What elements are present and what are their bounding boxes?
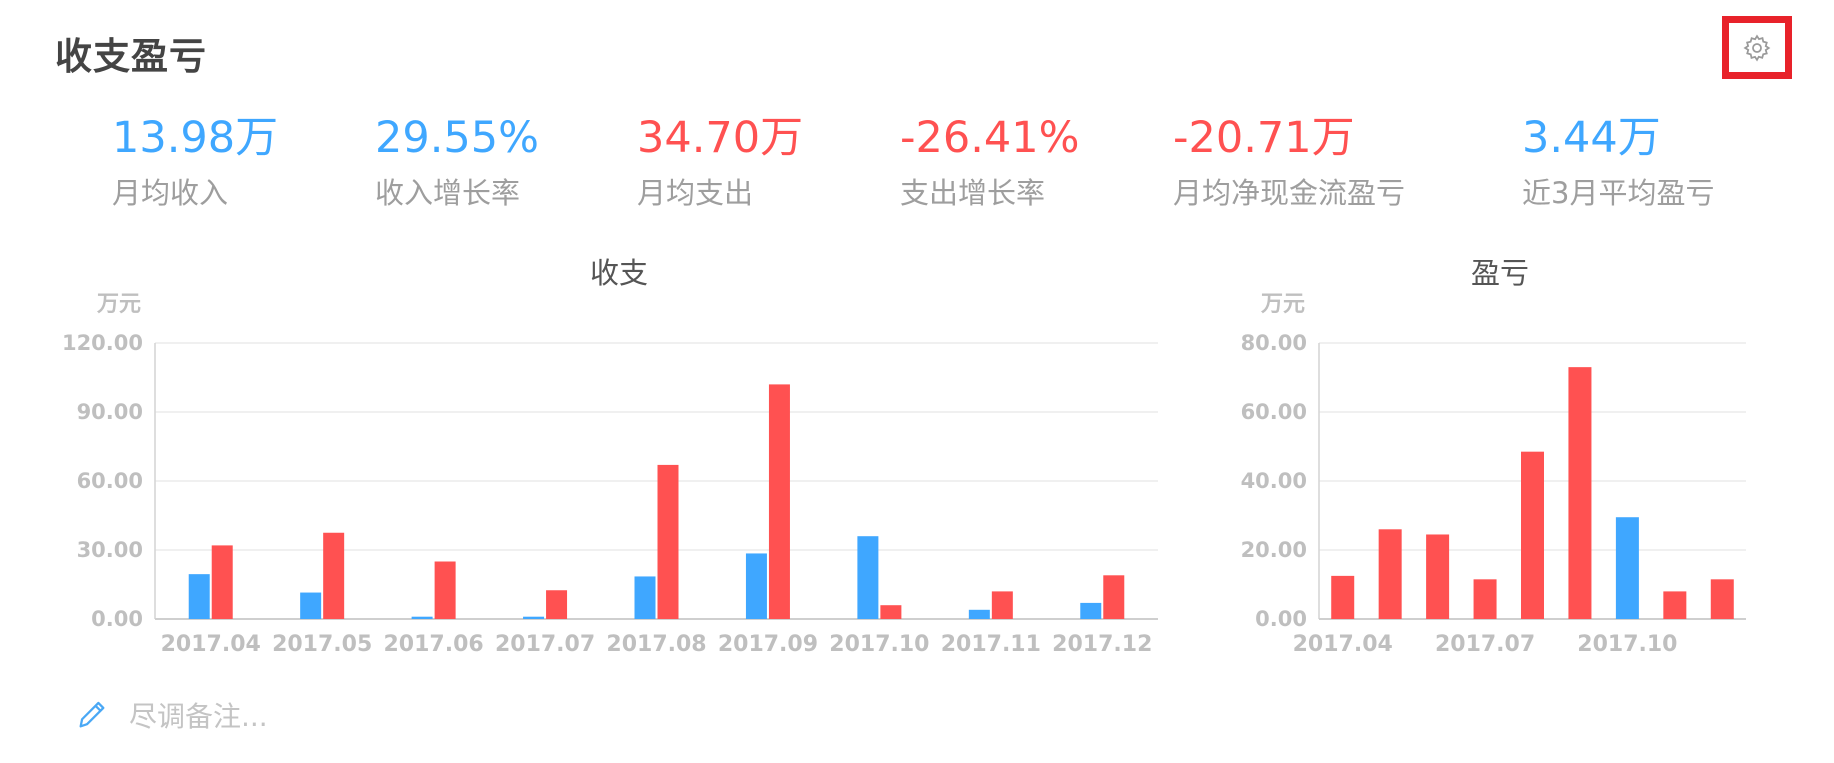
metric-label: 月均支出: [637, 176, 754, 210]
y-tick-label: 40.00: [1241, 469, 1307, 493]
x-tick-label: 2017.08: [606, 632, 706, 657]
bar-profit-2017.08: [1521, 451, 1544, 619]
bar-profit-2017.10: [1615, 517, 1639, 619]
bar-profit-2017.12: [1710, 579, 1734, 619]
metric-value: 3.44万: [1522, 113, 1661, 163]
metric-expense-growth: -26.41% 支出增长率: [900, 112, 1079, 212]
metric-value: 13.98万: [112, 113, 279, 163]
charts-canvas: 万元 0.00 30.00 60.00 90.00 120.00 2017.04 2017.0…: [62, 292, 1746, 657]
bar-expense-2017.09: [768, 384, 790, 619]
note-field[interactable]: 尽调备注...: [75, 695, 268, 735]
x-tick-label: 2017.04: [161, 632, 261, 657]
bar-profit-2017.11: [1663, 591, 1687, 619]
y-tick-label: 0.00: [91, 607, 143, 631]
y-tick-label: 90.00: [77, 400, 143, 424]
y-tick-label: 80.00: [1241, 331, 1307, 355]
metric-label: 月均净现金流盈亏: [1173, 176, 1406, 210]
x-tick-label: 2017.07: [1435, 632, 1535, 657]
x-tick-label: 2017.07: [495, 632, 595, 657]
x-tick-label: 2017.10: [1577, 632, 1677, 657]
bar-profit-2017.09: [1568, 367, 1592, 619]
gear-icon: [1743, 33, 1771, 62]
metric-label: 月均收入: [112, 176, 229, 210]
bar-profit-2017.06: [1426, 534, 1450, 619]
bar-income-2017.11: [968, 609, 990, 619]
x-tick-label: 2017.11: [941, 632, 1041, 657]
x-tick-label: 2017.12: [1052, 632, 1152, 657]
bar-expense-2017.08: [657, 464, 679, 619]
x-tick-label: 2017.05: [272, 632, 372, 657]
y-unit-label: 万元: [96, 292, 141, 317]
metric-monthly-income: 13.98万 月均收入: [112, 112, 278, 212]
bar-profit-2017.07: [1473, 579, 1497, 619]
metric-value: 34.70万: [637, 113, 804, 163]
metric-label: 近3月平均盈亏: [1522, 176, 1715, 210]
chart-title-profit-loss: 盈亏: [1471, 256, 1530, 290]
bar-income-2017.05: [300, 592, 322, 619]
y-tick-label: 0.00: [1255, 607, 1307, 631]
metric-label: 支出增长率: [900, 176, 1046, 210]
x-tick-label: 2017.04: [1293, 632, 1393, 657]
bar-profit-2017.05: [1378, 529, 1402, 619]
bar-income-2017.08: [634, 576, 656, 619]
metric-monthly-expense: 34.70万 月均支出: [637, 112, 803, 212]
pencil-icon: [79, 701, 105, 728]
metric-income-growth: 29.55% 收入增长率: [375, 112, 539, 212]
chart-title-income-expense: 收支: [590, 256, 649, 290]
y-tick-label: 30.00: [77, 538, 143, 562]
metric-3month-avg: 3.44万 近3月平均盈亏: [1522, 112, 1714, 212]
settings-button[interactable]: [1722, 16, 1792, 79]
x-tick-label: 2017.10: [829, 632, 929, 657]
metric-net-cashflow: -20.71万 月均净现金流盈亏: [1173, 112, 1405, 212]
bar-expense-2017.12: [1103, 575, 1125, 619]
bar-expense-2017.04: [211, 545, 233, 619]
bar-expense-2017.07: [546, 590, 568, 619]
note-placeholder: 尽调备注...: [129, 700, 268, 733]
bar-income-2017.04: [188, 574, 210, 619]
bar-income-2017.12: [1080, 602, 1102, 619]
metric-value: -20.71万: [1173, 113, 1355, 163]
bar-income-2017.06: [411, 616, 433, 619]
bar-expense-2017.06: [434, 561, 456, 619]
y-tick-label: 20.00: [1241, 538, 1307, 562]
y-tick-label: 120.00: [62, 331, 143, 355]
metric-value: 29.55%: [375, 113, 539, 163]
metric-value: -26.41%: [900, 113, 1080, 163]
bar-income-2017.07: [523, 616, 545, 619]
page-title: 收支盈亏: [55, 35, 207, 78]
bar-expense-2017.10: [880, 605, 902, 619]
metrics-row: 13.98万 月均收入 29.55% 收入增长率 34.70万 月均支出 -26…: [0, 112, 1834, 222]
bar-income-2017.09: [745, 553, 767, 619]
x-tick-label: 2017.09: [718, 632, 818, 657]
y-tick-label: 60.00: [77, 469, 143, 493]
bar-income-2017.10: [857, 536, 879, 619]
y-tick-label: 60.00: [1241, 400, 1307, 424]
bar-profit-2017.04: [1331, 575, 1355, 619]
y-unit-label: 万元: [1260, 292, 1305, 317]
metric-label: 收入增长率: [375, 176, 521, 210]
x-tick-label: 2017.06: [384, 632, 484, 657]
bar-expense-2017.11: [991, 591, 1013, 619]
bar-expense-2017.05: [323, 532, 345, 619]
